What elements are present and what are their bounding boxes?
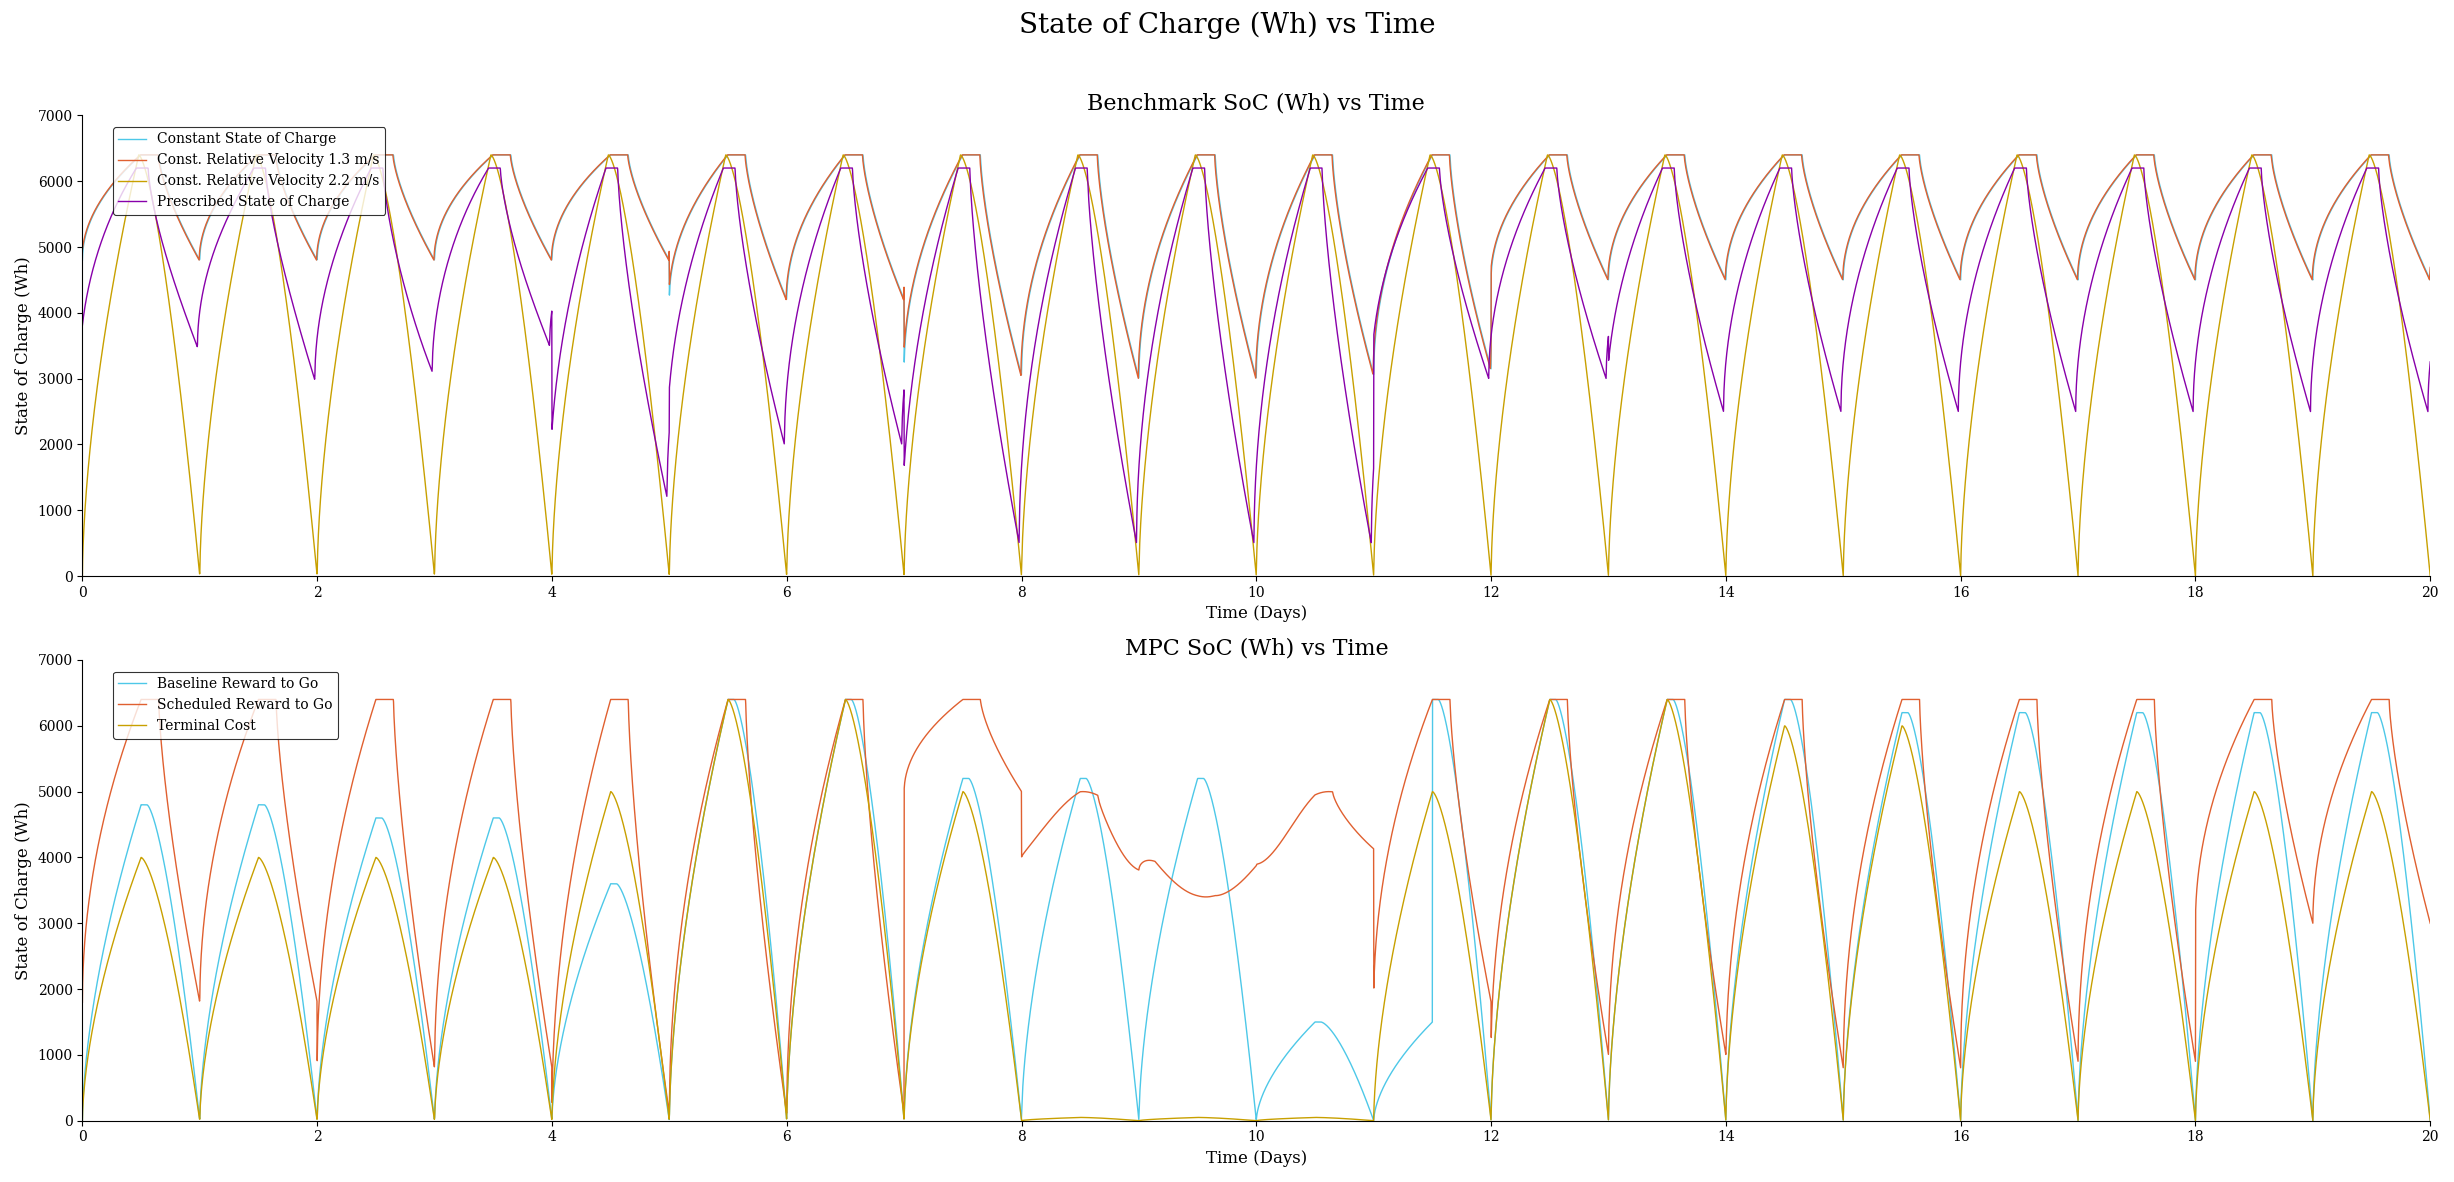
Scheduled Reward to Go [79,866,108,881]
Const. Relative Velocity 2.2 m/s [2292,500,2321,514]
Scheduled Reward to Go [888,1106,918,1121]
Prescribed State of Charge [1215,398,1244,413]
Const. Relative Velocity 2.2 m/s [1215,331,1244,345]
Line: Prescribed State of Charge: Prescribed State of Charge [83,168,2429,543]
Const. Relative Velocity 1.3 m/s [164,215,194,229]
X-axis label: Time (Days): Time (Days) [1205,1150,1308,1167]
Terminal Cost [1215,1112,1244,1126]
Const. Relative Velocity 2.2 m/s [528,479,557,493]
Y-axis label: State of Charge (Wh): State of Charge (Wh) [15,256,32,435]
Const. Relative Velocity 1.3 m/s [79,207,108,221]
Constant State of Charge [209,187,238,201]
Const. Relative Velocity 2.2 m/s [2415,569,2444,583]
Constant State of Charge [528,236,557,251]
Const. Relative Velocity 1.3 m/s [69,242,98,256]
Prescribed State of Charge [2292,390,2321,404]
Line: Constant State of Charge: Constant State of Charge [83,155,2429,378]
Line: Terminal Cost: Terminal Cost [83,700,2429,1121]
Const. Relative Velocity 2.2 m/s [164,381,194,395]
Baseline Reward to Go [164,952,194,966]
Baseline Reward to Go [69,1113,98,1128]
Baseline Reward to Go [209,934,238,948]
Constant State of Charge [1124,371,1153,385]
Prescribed State of Charge [164,292,194,306]
Line: Const. Relative Velocity 1.3 m/s: Const. Relative Velocity 1.3 m/s [83,155,2429,378]
Line: Baseline Reward to Go: Baseline Reward to Go [83,700,2429,1121]
Line: Scheduled Reward to Go: Scheduled Reward to Go [83,700,2429,1113]
Const. Relative Velocity 1.3 m/s [209,186,238,200]
Scheduled Reward to Go [1215,883,1244,897]
Prescribed State of Charge [1357,535,1387,550]
Baseline Reward to Go [1215,896,1244,910]
Const. Relative Velocity 2.2 m/s [209,322,238,336]
Scheduled Reward to Go [164,883,194,897]
Prescribed State of Charge [123,161,152,175]
Terminal Cost [79,1020,108,1034]
Baseline Reward to Go [2292,1037,2321,1051]
Terminal Cost [2415,1113,2444,1128]
Constant State of Charge [69,253,98,267]
Scheduled Reward to Go [209,805,238,819]
Prescribed State of Charge [69,318,98,332]
Const. Relative Velocity 1.3 m/s [2292,260,2321,274]
Line: Const. Relative Velocity 2.2 m/s: Const. Relative Velocity 2.2 m/s [83,155,2429,576]
Constant State of Charge [1215,260,1244,274]
Terminal Cost [69,1113,98,1128]
Terminal Cost [164,991,194,1005]
Constant State of Charge [79,208,108,222]
Const. Relative Velocity 1.3 m/s [528,238,557,252]
Const. Relative Velocity 2.2 m/s [79,415,108,429]
Const. Relative Velocity 1.3 m/s [1215,264,1244,278]
Scheduled Reward to Go [2415,916,2444,930]
Y-axis label: State of Charge (Wh): State of Charge (Wh) [15,801,32,980]
Const. Relative Velocity 2.2 m/s [125,148,155,162]
Terminal Cost [2292,1058,2321,1072]
Const. Relative Velocity 1.3 m/s [2415,260,2444,274]
Scheduled Reward to Go [2292,890,2321,904]
Text: State of Charge (Wh) vs Time: State of Charge (Wh) vs Time [1018,12,1436,39]
Constant State of Charge [2292,259,2321,273]
Constant State of Charge [164,214,194,228]
Title: MPC SoC (Wh) vs Time: MPC SoC (Wh) vs Time [1124,637,1389,660]
Scheduled Reward to Go [125,693,155,707]
Constant State of Charge [125,148,155,162]
Legend: Baseline Reward to Go, Scheduled Reward to Go, Terminal Cost: Baseline Reward to Go, Scheduled Reward … [113,671,339,739]
Terminal Cost [714,693,744,707]
Scheduled Reward to Go [528,1001,557,1015]
Terminal Cost [209,963,238,978]
Baseline Reward to Go [528,1037,557,1051]
Legend: Constant State of Charge, Const. Relative Velocity 1.3 m/s, Const. Relative Velo: Constant State of Charge, Const. Relativ… [113,126,385,215]
X-axis label: Time (Days): Time (Days) [1205,605,1308,623]
Terminal Cost [528,1053,557,1067]
Prescribed State of Charge [209,221,238,235]
Prescribed State of Charge [528,322,557,336]
Const. Relative Velocity 1.3 m/s [125,148,155,162]
Prescribed State of Charge [2415,355,2444,369]
Baseline Reward to Go [2415,1113,2444,1128]
Constant State of Charge [2415,273,2444,287]
Title: Benchmark SoC (Wh) vs Time: Benchmark SoC (Wh) vs Time [1087,93,1426,115]
Prescribed State of Charge [79,262,108,277]
Baseline Reward to Go [79,1001,108,1015]
Scheduled Reward to Go [69,995,98,1009]
Const. Relative Velocity 2.2 m/s [69,569,98,583]
Baseline Reward to Go [714,693,744,707]
Const. Relative Velocity 1.3 m/s [1124,371,1153,385]
